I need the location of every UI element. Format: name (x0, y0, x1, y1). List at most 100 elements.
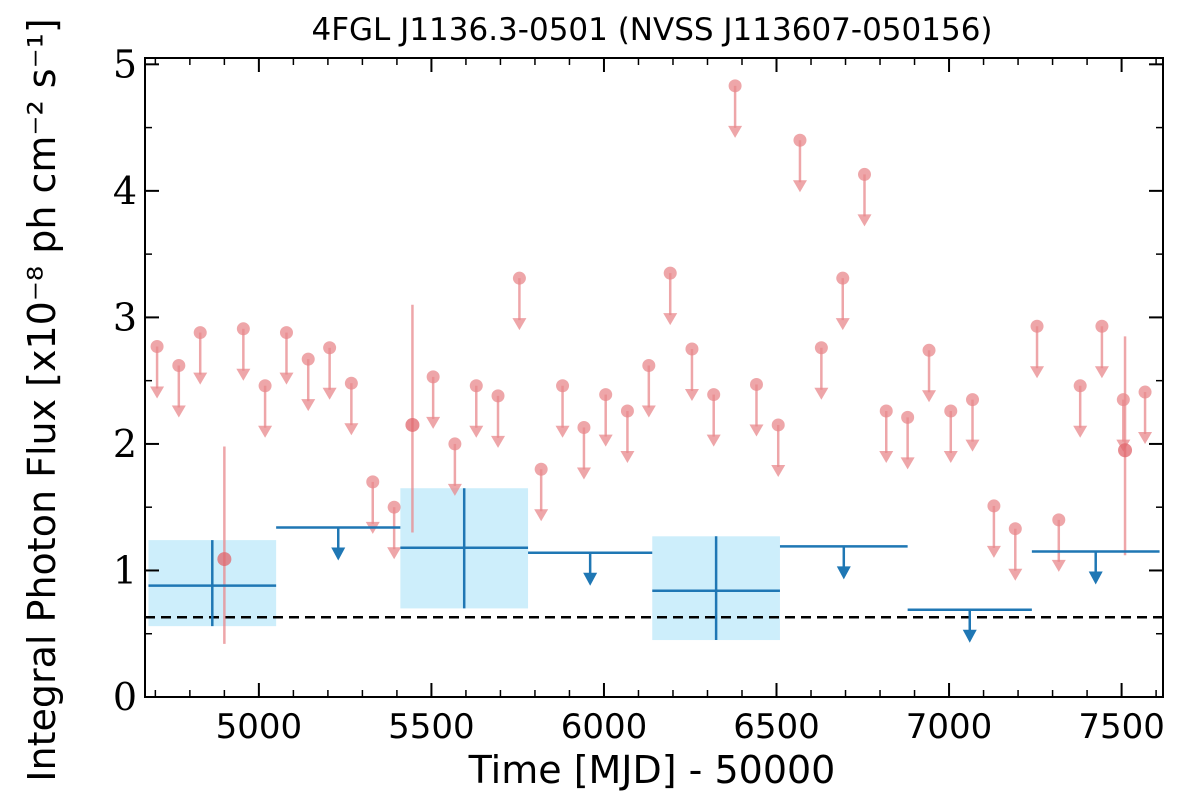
upper-limit-point (426, 370, 440, 384)
upper-limit-arrowhead (986, 545, 1001, 558)
upper-limit-point (387, 500, 401, 514)
upper-limit-point (966, 393, 980, 407)
x-tick-label: 5500 (388, 707, 475, 747)
bin-upper-limit-arrowhead (962, 629, 977, 643)
upper-limit-point (1095, 319, 1109, 333)
x-tick-label: 7000 (906, 707, 993, 747)
upper-limit-arrowhead (193, 372, 208, 385)
upper-limit-point (987, 499, 1001, 513)
bin-upper-limit-arrowhead (583, 572, 598, 586)
upper-limit-point (172, 358, 186, 372)
detection-point (1118, 443, 1133, 458)
upper-limit-arrowhead (1030, 366, 1045, 379)
upper-limit-arrowhead (301, 399, 316, 412)
upper-limit-arrowhead (706, 434, 721, 447)
upper-limit-point (620, 404, 634, 418)
x-tick-label: 7500 (1078, 707, 1165, 747)
upper-limit-arrowhead (555, 425, 570, 438)
upper-limit-arrowhead (620, 451, 635, 464)
x-tick-label: 6000 (561, 707, 648, 747)
detection-point (217, 552, 232, 567)
upper-limit-arrowhead (1094, 366, 1109, 379)
upper-limit-point (858, 167, 872, 181)
bin-upper-limit-arrowhead (1088, 571, 1103, 585)
upper-limit-point (707, 388, 721, 402)
upper-limit-point (663, 266, 677, 280)
y-tick-label: 3 (113, 295, 137, 339)
upper-limit-arrowhead (1138, 432, 1153, 445)
upper-limit-arrowhead (171, 405, 186, 418)
long-bin-points-layer (148, 488, 1160, 643)
upper-limit-arrowhead (857, 214, 872, 227)
upper-limit-arrowhead (900, 457, 915, 470)
upper-limit-arrowhead (598, 434, 613, 447)
upper-limit-point (901, 410, 915, 424)
upper-limit-point (577, 420, 591, 434)
upper-limit-arrowhead (663, 313, 678, 326)
upper-limit-point (1052, 513, 1066, 527)
upper-limit-arrowhead (684, 389, 699, 402)
upper-limit-arrowhead (728, 125, 743, 138)
detection-point (405, 417, 420, 432)
upper-limit-arrowhead (835, 318, 850, 331)
upper-limit-point (344, 376, 358, 390)
x-tick-label: 5000 (216, 707, 303, 747)
upper-limit-arrowhead (344, 423, 359, 436)
upper-limit-point (366, 475, 380, 489)
upper-limit-point (836, 271, 850, 285)
bin-upper-limit-arrowhead (836, 566, 851, 580)
upper-limit-arrowhead (1051, 559, 1066, 572)
upper-limit-arrowhead (512, 318, 527, 331)
upper-limit-arrowhead (426, 416, 441, 429)
upper-limit-point (1138, 385, 1152, 399)
upper-limit-arrowhead (150, 386, 165, 399)
upper-limit-point (279, 326, 293, 340)
y-axis-label: Integral Photon Flux [x10⁻⁸ ph cm⁻² s⁻¹] (20, 18, 64, 781)
chart-title: 4FGL J1136.3-0501 (NVSS J113607-050156) (311, 12, 992, 48)
y-tick-label: 4 (113, 169, 137, 213)
upper-limit-arrowhead (258, 425, 273, 438)
upper-limit-arrowhead (322, 387, 337, 400)
upper-limit-point (879, 404, 893, 418)
upper-limit-point (236, 322, 250, 336)
upper-limit-arrowhead (1073, 425, 1088, 438)
upper-limit-arrowhead (469, 425, 484, 438)
upper-limit-point (193, 326, 207, 340)
upper-limit-arrowhead (576, 467, 591, 480)
upper-limit-arrowhead (749, 424, 764, 437)
upper-limit-point (749, 377, 763, 391)
upper-limit-point (491, 389, 505, 403)
axes-layer: 5000 5500 6000 6500 7000 7500 0 1 2 3 4 5 (113, 42, 1165, 747)
upper-limit-point (814, 341, 828, 355)
y-tick-label: 0 (113, 675, 137, 719)
upper-limit-point (685, 342, 699, 356)
upper-limit-arrowhead (534, 509, 549, 522)
upper-limit-point (556, 379, 570, 393)
upper-limit-arrowhead (922, 390, 937, 403)
upper-limit-point (469, 379, 483, 393)
upper-limit-arrowhead (447, 483, 462, 496)
upper-limit-point (448, 437, 462, 451)
upper-limit-point (922, 343, 936, 357)
upper-limit-point (323, 341, 337, 355)
upper-limit-point (1116, 393, 1130, 407)
short-bin-points-layer (150, 79, 1153, 644)
upper-limit-arrowhead (792, 180, 807, 193)
upper-limit-point (150, 339, 164, 353)
upper-limit-point (771, 418, 785, 432)
upper-limit-arrowhead (491, 435, 506, 448)
upper-limit-point (1073, 379, 1087, 393)
upper-limit-point (258, 379, 272, 393)
upper-limit-point (1008, 522, 1022, 536)
y-tick-label: 2 (113, 422, 137, 466)
upper-limit-point (793, 133, 807, 147)
x-axis-label: Time [MJD] - 50000 (468, 748, 836, 792)
upper-limit-point (728, 79, 742, 93)
upper-limit-arrowhead (814, 387, 829, 400)
bin-upper-limit-arrowhead (331, 547, 346, 561)
plot-frame (144, 57, 1164, 698)
upper-limit-point (642, 358, 656, 372)
upper-limit-point (301, 352, 315, 366)
x-tick-label: 6500 (733, 707, 820, 747)
